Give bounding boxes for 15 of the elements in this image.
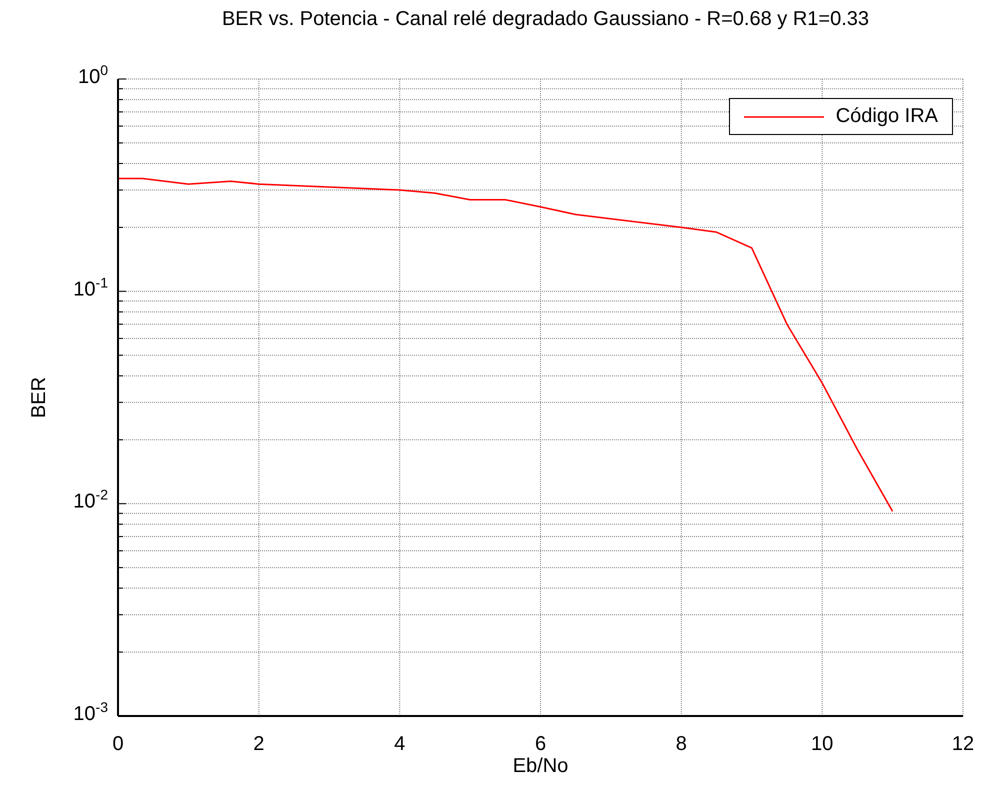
x-axis-title: Eb/No	[512, 755, 568, 777]
y-axis-title: BER	[28, 376, 50, 418]
x-tick-label: 10	[811, 733, 834, 756]
x-tick-label: 0	[112, 733, 124, 756]
y-tick-label: 10$^{0}$	[78, 62, 108, 88]
y-tick-label: 10$^{-2}$	[73, 486, 108, 513]
legend-label: Código IRA	[836, 105, 938, 128]
x-tick-label: 6	[534, 733, 546, 756]
y-tick-label: 10$^{-1}$	[73, 274, 108, 300]
x-tick-label: 2	[253, 733, 264, 756]
y-tick-label: 10$^{-3}$	[73, 699, 108, 725]
chart-title: BER vs. Potencia - Canal relé degradado Gaussiano - R=0.68 y R1=0.33	[220, 8, 870, 32]
x-tick-label: 12	[952, 733, 974, 756]
x-tick-label: 4	[394, 733, 406, 756]
x-tick-label: 8	[676, 733, 687, 756]
